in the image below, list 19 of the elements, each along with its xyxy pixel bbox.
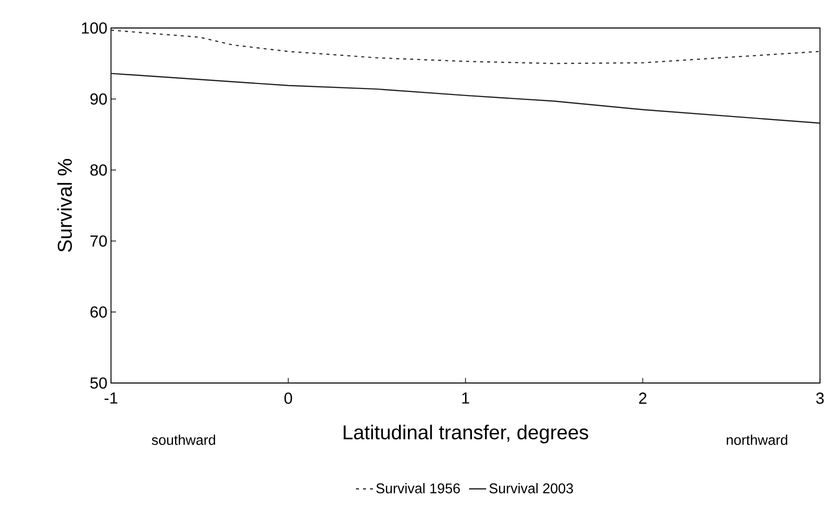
x-tick-label: -1 [104, 392, 118, 404]
y-tick-label: 60 [90, 306, 107, 318]
y-tick-label: 50 [90, 377, 107, 389]
x-axis-title: Latitudinal transfer, degrees [344, 424, 588, 444]
x-tick-label: 0 [284, 392, 292, 404]
text: northward [726, 434, 788, 445]
legend-label: Survival 2003 [489, 483, 573, 494]
y-tick-label: 90 [90, 93, 107, 105]
y-tick-label: 70 [90, 235, 107, 247]
x-tick-label: 3 [816, 392, 824, 404]
y-tick-label: 80 [90, 164, 107, 176]
x-tick-label: 2 [639, 392, 646, 404]
legend-label: Survival 1956 [376, 483, 460, 494]
line-series [110, 30, 821, 64]
x-tick-label: 1 [462, 392, 470, 404]
y-axis-title: Survival % [57, 159, 72, 252]
text: southward [152, 434, 216, 445]
y-tick-label: 100 [82, 22, 107, 34]
line-series [110, 72, 821, 124]
